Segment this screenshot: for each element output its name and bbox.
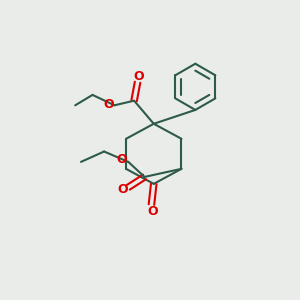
Text: O: O bbox=[134, 70, 144, 83]
Text: O: O bbox=[117, 153, 127, 166]
Text: O: O bbox=[147, 205, 158, 218]
Text: O: O bbox=[103, 98, 114, 111]
Text: O: O bbox=[117, 183, 128, 196]
